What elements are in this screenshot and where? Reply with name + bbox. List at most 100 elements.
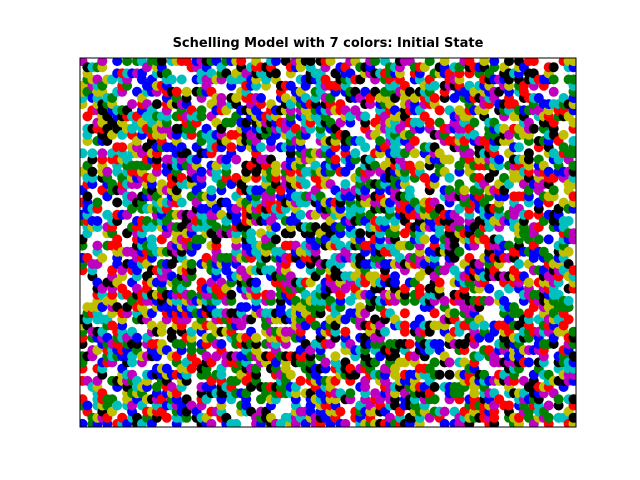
agent-point-g [196,105,207,116]
agent-point-m [320,357,331,368]
agent-point-k [429,382,440,392]
agent-point-g [370,58,381,67]
agent-point-m [340,418,351,427]
agent-point-b [251,277,262,288]
agent-point-g [186,259,197,269]
agent-point-y [558,129,569,140]
agent-point-r [330,154,341,165]
agent-point-k [355,228,366,239]
agent-point-k [151,99,162,110]
agent-point-c [295,209,306,220]
agent-point-g [568,160,576,171]
agent-point-m [439,406,450,417]
agent-point-c [206,185,217,196]
agent-point-r [236,58,247,67]
agent-point-c [166,74,177,85]
agent-point-k [87,166,98,177]
agent-point-b [489,58,500,67]
agent-point-b [484,283,495,294]
agent-point-b [270,222,281,233]
agent-point-k [156,58,167,67]
agent-point-m [97,148,108,159]
agent-point-b [434,339,445,349]
agent-points [80,58,576,427]
agent-point-k [82,191,93,202]
agent-point-m [543,400,554,411]
agent-point-k [568,351,576,362]
agent-point-g [345,388,356,399]
axes-frame [79,57,577,428]
agent-point-b [543,234,554,245]
agent-point-c [444,172,455,183]
agent-point-m [464,148,475,159]
agent-point-r [568,265,576,276]
agent-point-y [285,369,296,380]
agent-point-c [87,148,98,159]
agent-point-k [434,369,445,380]
agent-point-g [424,58,435,67]
agent-point-k [568,394,576,405]
agent-point-r [434,105,445,116]
agent-point-k [226,289,237,300]
agent-point-y [330,351,341,362]
agent-point-c [340,179,351,190]
agent-point-m [127,99,138,110]
agent-point-c [429,80,440,91]
agent-point-m [216,93,227,103]
agent-point-b [439,418,450,427]
agent-point-c [380,326,390,337]
agent-point-c [563,216,574,226]
agent-point-r [335,406,346,417]
agent-point-c [479,320,490,331]
agent-point-r [504,400,514,411]
agent-point-k [504,58,514,67]
agent-point-c [176,74,187,85]
agent-point-r [340,326,351,337]
agent-point-r [523,209,534,220]
agent-point-g [533,234,544,245]
agent-point-g [548,185,559,196]
agent-point-c [176,197,187,208]
agent-point-m [92,240,103,251]
agent-point-b [112,58,123,67]
agent-point-c [360,111,371,122]
agent-point-y [181,86,192,97]
agent-point-b [92,216,103,226]
agent-point-g [469,117,480,128]
agent-point-y [563,246,574,257]
agent-point-r [429,93,440,103]
agent-point-c [300,179,311,190]
agent-point-r [409,136,420,146]
agent-point-k [528,123,539,134]
agent-point-c [350,148,361,159]
agent-point-c [146,234,157,245]
agent-point-b [256,93,266,103]
agent-point-y [444,154,455,165]
agent-point-r [404,339,415,349]
agent-point-m [206,418,217,427]
agent-point-y [439,58,450,67]
agent-point-c [404,185,415,196]
agent-point-r [429,308,440,319]
agent-point-k [523,148,534,159]
agent-point-y [414,160,425,171]
agent-point-y [568,58,576,67]
agent-point-c [112,400,123,411]
agent-point-g [429,357,440,368]
agent-point-b [270,58,281,67]
agent-point-k [568,412,576,423]
agent-point-r [399,308,410,319]
chart-title: Schelling Model with 7 colors: Initial S… [172,36,484,51]
agent-point-m [484,295,495,306]
agent-point-y [459,185,470,196]
agent-point-m [102,166,113,177]
agent-point-b [132,332,142,343]
agent-point-r [424,117,435,128]
agent-point-m [444,357,455,368]
agent-point-k [270,234,281,245]
agent-point-k [112,197,123,208]
agent-point-r [399,320,410,331]
agent-point-m [568,228,576,239]
agent-point-c [514,142,524,153]
